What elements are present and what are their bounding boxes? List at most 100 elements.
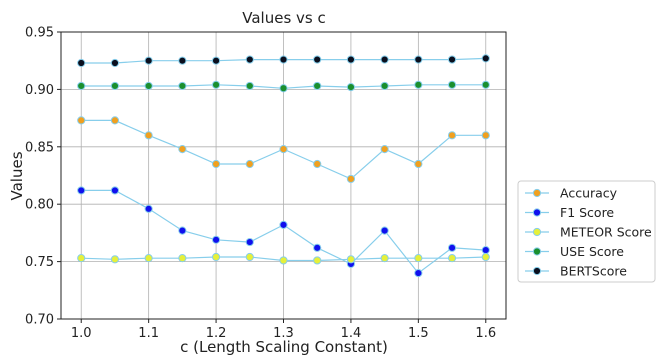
x-tick-label: 1.5 [408, 326, 429, 341]
x-tick-label: 1.6 [475, 326, 496, 341]
data-point [110, 255, 120, 264]
data-point [245, 237, 254, 247]
y-axis-title: Values [8, 151, 26, 200]
data-point [481, 54, 490, 63]
data-point [279, 84, 288, 93]
x-axis-title: c (Length Scaling Constant) [180, 338, 388, 356]
data-point [144, 204, 153, 213]
data-point [77, 254, 86, 263]
data-point [144, 254, 153, 263]
y-tick-label: 0.85 [25, 140, 54, 155]
legend-item-accuracy: Accuracy [525, 186, 618, 201]
data-point [414, 254, 423, 263]
y-tick-label: 0.75 [25, 255, 54, 270]
data-point [447, 80, 457, 89]
data-point [77, 81, 86, 91]
grid [61, 31, 506, 320]
y-tick-label: 0.95 [25, 26, 54, 41]
y-tick-label: 0.90 [25, 83, 54, 98]
legend-label: F1 Score [560, 205, 614, 220]
x-tick-label: 1.1 [138, 326, 159, 341]
x-tick-label: 1.4 [341, 326, 362, 341]
data-point [245, 252, 254, 262]
data-point [313, 159, 322, 169]
y-tick-label: 0.80 [25, 198, 54, 213]
data-point [447, 55, 457, 64]
data-point [346, 174, 356, 184]
series-use-score [77, 80, 490, 93]
data-point [380, 254, 389, 263]
data-point [110, 81, 120, 91]
legend-label: BERTScore [560, 264, 627, 279]
data-point [144, 131, 153, 140]
legend-item-f1-score: F1 Score [525, 205, 614, 220]
data-point [380, 81, 389, 91]
legend-marker [532, 247, 542, 256]
data-point [178, 226, 187, 235]
data-point [211, 235, 221, 244]
data-point [110, 186, 120, 195]
data-point [245, 55, 254, 64]
data-point [481, 246, 490, 255]
data-point [279, 55, 288, 64]
x-tick-label: 1.0 [71, 326, 92, 341]
data-point [110, 116, 120, 125]
data-point [414, 80, 423, 89]
data-point [346, 83, 356, 92]
data-point [178, 56, 187, 65]
data-point [110, 58, 120, 68]
legend-label: USE Score [560, 244, 624, 259]
data-point [245, 81, 254, 91]
series-bertscore [77, 54, 490, 68]
legend-label: Accuracy [560, 186, 618, 201]
x-tick-label: 1.2 [206, 326, 227, 341]
data-point [346, 55, 356, 64]
series-layer [77, 54, 490, 278]
data-point [144, 56, 153, 65]
data-point [279, 256, 288, 265]
data-point [447, 131, 457, 140]
data-point [211, 56, 221, 65]
legend-marker [532, 188, 542, 198]
legend-item-use-score: USE Score [525, 244, 624, 259]
data-point [481, 131, 490, 140]
data-point [380, 55, 389, 64]
legend-marker [532, 208, 542, 217]
data-point [481, 80, 490, 89]
legend: Accuracy F1 Score METEOR Score USE Score BER… [517, 180, 656, 283]
data-point [481, 252, 490, 262]
data-point [245, 159, 254, 169]
data-point [77, 186, 86, 195]
data-point [144, 81, 153, 91]
data-point [380, 226, 389, 235]
series-meteor-score [77, 252, 490, 265]
data-point [279, 220, 288, 229]
data-point [414, 268, 423, 278]
x-axis: 1.0 1.1 1.2 1.3 1.4 1.5 1.6 [71, 319, 496, 341]
data-point [178, 254, 187, 263]
data-point [211, 252, 221, 262]
data-point [346, 255, 356, 264]
data-point [313, 256, 322, 265]
data-point [447, 254, 457, 263]
data-point [77, 116, 86, 125]
series-accuracy [77, 116, 490, 184]
y-axis: 0.70 0.75 0.80 0.85 0.90 0.95 [25, 26, 61, 328]
data-point [211, 80, 221, 89]
data-point [313, 55, 322, 64]
legend-item-meteor-score: METEOR Score [525, 225, 652, 240]
data-point [313, 243, 322, 252]
data-point [414, 55, 423, 64]
y-tick-label: 0.70 [25, 313, 54, 328]
legend-item-bertscore: BERTScore [525, 264, 627, 279]
legend-box [517, 180, 656, 283]
data-point [380, 144, 389, 154]
legend-marker [532, 227, 542, 237]
legend-label: METEOR Score [560, 225, 652, 240]
legend-marker [532, 266, 542, 276]
x-tick-label: 1.3 [273, 326, 294, 341]
data-point [178, 81, 187, 91]
data-point [313, 81, 322, 91]
data-point [447, 243, 457, 252]
